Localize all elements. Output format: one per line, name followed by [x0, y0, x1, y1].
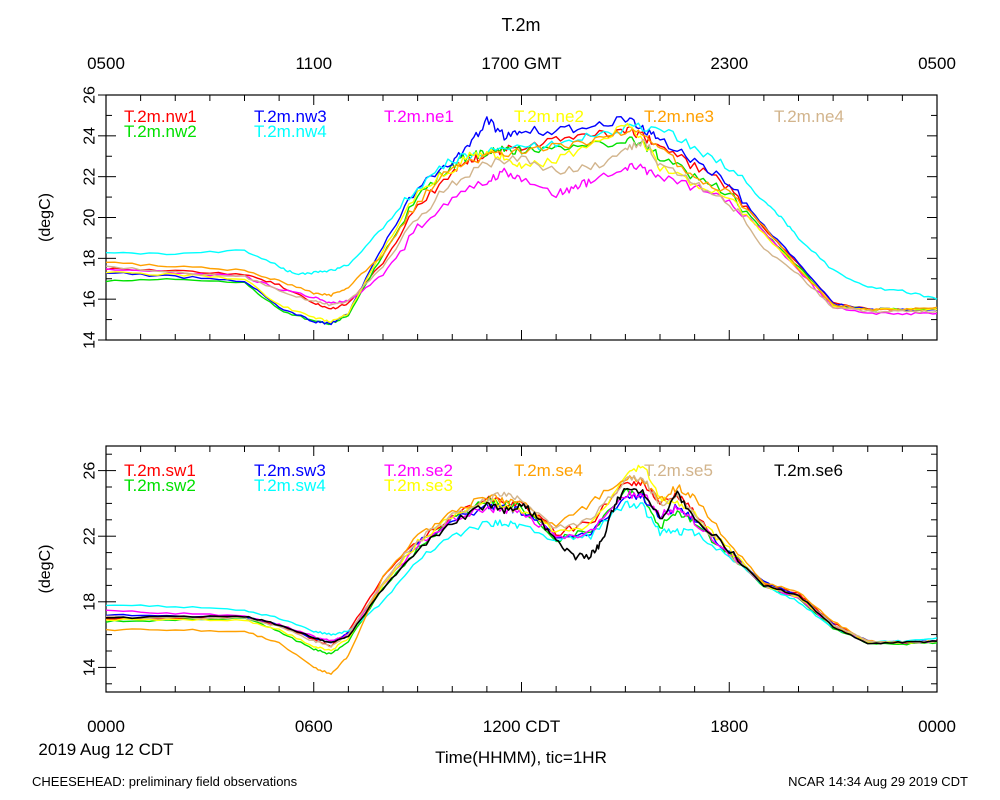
y-tick-label: 24	[82, 127, 99, 145]
legend-entry: T.2m.sw4	[254, 476, 326, 495]
top-axis-tick-label: 2300	[710, 54, 748, 73]
legend-entry: T.2m.sw1	[124, 461, 196, 480]
bottom-axis-tick-label: 1800	[710, 717, 748, 736]
legend-entry: T.2m.ne2	[514, 107, 584, 126]
y-axis-label: (degC)	[37, 193, 54, 242]
legend-entry: T.2m.ne1	[384, 107, 454, 126]
legend-entry: T.2m.nw4	[254, 122, 327, 141]
series-line-T-2m-nw3	[105, 115, 938, 326]
footer-source-note: CHEESEHEAD: preliminary field observatio…	[32, 774, 298, 789]
series-line-T-2m-ne3	[105, 128, 938, 312]
series-line-T-2m-se4	[105, 475, 937, 675]
legend-entry: T.2m.ne3	[644, 107, 714, 126]
bottom-axis-tick-label: 0600	[295, 717, 333, 736]
top-axis-tick-label: 1700 GMT	[481, 54, 561, 73]
y-tick-label: 14	[82, 331, 99, 349]
plot-frame	[105, 445, 938, 693]
y-tick-label: 16	[82, 290, 99, 308]
legend-entry: T.2m.nw3	[254, 107, 327, 126]
series-line-T-2m-ne1	[105, 162, 938, 316]
y-tick-label: 26	[82, 86, 99, 104]
series-line-T-2m-se6	[105, 487, 938, 645]
legend-entry: T.2m.nw2	[124, 122, 197, 141]
top-axis-tick-label: 0500	[87, 54, 125, 73]
bottom-axis-tick-label: 0000	[87, 717, 125, 736]
bottom-axis-tick-label: 1200 CDT	[483, 717, 560, 736]
date-label: 2019 Aug 12 CDT	[38, 740, 173, 759]
series-line-T-2m-nw4	[105, 122, 938, 300]
legend-entry: T.2m.se4	[514, 461, 583, 480]
footer-timestamp: NCAR 14:34 Aug 29 2019 CDT	[788, 774, 968, 789]
legend-entry: T.2m.se6	[774, 461, 843, 480]
legend-entry: T.2m.se3	[384, 476, 453, 495]
series-line-T-2m-nw2	[105, 136, 938, 326]
series-line-T-2m-se3	[105, 464, 938, 652]
legend-entry: T.2m.se5	[644, 461, 713, 480]
y-tick-label: 20	[82, 209, 99, 227]
series-line-T-2m-se5	[105, 474, 938, 648]
series-line-T-2m-nw1	[105, 126, 938, 312]
y-tick-label: 18	[82, 249, 99, 267]
y-axis-label: (degC)	[37, 545, 54, 594]
legend-entry: T.2m.ne4	[774, 107, 844, 126]
legend-entry: T.2m.se2	[384, 461, 453, 480]
series-line-T-2m-se2	[105, 490, 938, 644]
top-axis-tick-label: 0500	[918, 54, 956, 73]
y-tick-label: 22	[82, 168, 99, 186]
y-tick-label: 22	[82, 527, 99, 545]
top-axis-tick-label: 1100	[295, 54, 332, 73]
bottom-axis-tick-label: 0000	[918, 717, 956, 736]
y-tick-label: 26	[82, 462, 99, 480]
y-tick-label: 18	[82, 593, 99, 611]
plot-frame	[105, 94, 938, 341]
panel-bottom: 14182226(degC)T.2m.sw1T.2m.sw2T.2m.sw3T.…	[37, 445, 938, 693]
legend-entry: T.2m.sw3	[254, 461, 326, 480]
series-line-T-2m-ne2	[105, 122, 938, 323]
x-axis-label: Time(HHMM), tic=1HR	[435, 748, 607, 767]
figure-title: T.2m	[501, 15, 540, 35]
series-line-T-2m-ne4	[105, 138, 938, 314]
legend-entry: T.2m.nw1	[124, 107, 197, 126]
legend-entry: T.2m.sw2	[124, 476, 196, 495]
y-tick-label: 14	[82, 658, 99, 676]
